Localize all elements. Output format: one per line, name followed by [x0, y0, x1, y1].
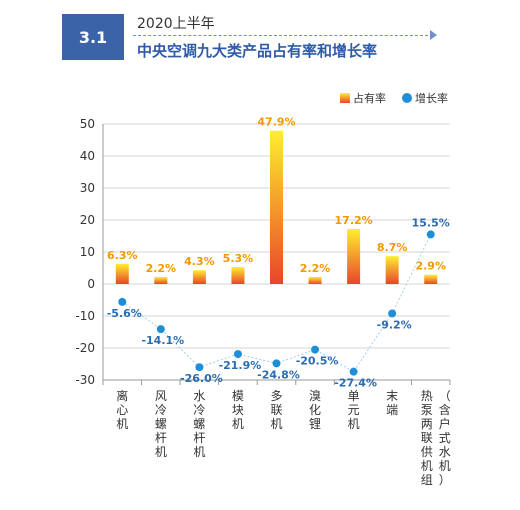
legend-share-swatch — [340, 93, 350, 103]
x-axis: 离心机 风冷螺杆机 水冷螺杆机 模块机 多联机 溴化锂 单元机 末端热泵两联供机组（含户式水机… — [116, 388, 450, 487]
share-data-label: 8.7% — [377, 241, 408, 254]
growth-data-label: -27.4% — [334, 377, 377, 390]
share-bar — [385, 256, 399, 284]
growth-point — [311, 345, 320, 354]
share-data-label: 2.9% — [415, 260, 446, 273]
y-tick-label: -10 — [75, 309, 95, 323]
growth-point — [349, 367, 358, 376]
x-category-label: 模块机 — [232, 389, 244, 431]
share-bar — [231, 267, 245, 284]
y-tick-label: -20 — [75, 341, 95, 355]
y-tick-label: 0 — [87, 277, 95, 291]
legend-growth-swatch — [402, 93, 412, 103]
share-bar — [154, 276, 168, 284]
share-bars: 6.3% 2.2% 4.3% 5.3% 47.9% 2.2% 17.2% 8.7% 2.9% — [107, 116, 446, 284]
growth-point — [156, 325, 165, 334]
growth-data-label: -5.6% — [107, 307, 142, 320]
y-tick-label: 20 — [80, 213, 95, 227]
growth-data-label: 15.5% — [412, 216, 450, 229]
y-axis: 50 40 30 20 10 0 -10 -20 -30 — [75, 117, 451, 387]
x-category-label: 水冷螺杆机 — [193, 389, 205, 459]
growth-data-label: -24.8% — [257, 368, 300, 381]
divider-arrow-icon — [430, 30, 437, 40]
share-bar — [192, 270, 206, 284]
growth-data-label: -9.2% — [377, 318, 412, 331]
header-divider — [133, 35, 433, 36]
share-data-label: 4.3% — [184, 255, 215, 268]
share-bar — [424, 274, 438, 284]
x-category-label: 溴化锂 — [309, 389, 321, 431]
growth-point — [388, 309, 397, 318]
growth-data-label: -26.0% — [180, 372, 223, 385]
legend-growth-label: 增长率 — [415, 91, 448, 105]
growth-point — [195, 363, 204, 372]
growth-line: -5.6% -14.1% -26.0%-21.9%-24.8%-20.5% -27.4… — [107, 216, 450, 389]
share-bar — [270, 130, 283, 284]
share-data-label: 17.2% — [335, 214, 373, 227]
x-category-label: 末端 — [386, 389, 398, 417]
share-data-label: 47.9% — [257, 116, 295, 129]
y-tick-label: 30 — [80, 181, 95, 195]
share-data-label: 2.2% — [146, 262, 177, 275]
period-label: 2020上半年 — [137, 16, 215, 32]
share-data-label: 2.2% — [300, 262, 331, 275]
x-category-label: 风冷螺杆机 — [155, 389, 167, 459]
growth-point — [272, 359, 281, 368]
share-data-label: 5.3% — [223, 252, 254, 265]
y-tick-label: 10 — [80, 245, 95, 259]
y-tick-label: 50 — [80, 117, 95, 131]
share-data-label: 6.3% — [107, 249, 138, 262]
x-category-label: 热泵两联供机组（含户式水机） — [421, 389, 451, 487]
x-category-label: 单元机 — [348, 389, 360, 431]
growth-point — [233, 350, 242, 359]
growth-point — [118, 297, 127, 306]
legend-share-label: 占有率 — [353, 91, 386, 105]
legend: 占有率 增长率 — [340, 91, 448, 105]
chart-title: 中央空调九大类产品占有率和增长率 — [137, 42, 378, 60]
x-category-label: 离心机 — [116, 388, 128, 431]
share-bar — [115, 263, 129, 284]
growth-data-label: -14.1% — [141, 334, 184, 347]
share-bar — [347, 228, 361, 284]
section-badge: 3.1 — [62, 14, 124, 60]
x-category-label: 多联机 — [270, 389, 282, 431]
growth-point — [426, 230, 435, 239]
share-bar — [308, 276, 322, 284]
growth-data-label: -21.9% — [219, 359, 262, 372]
y-tick-label: -30 — [75, 373, 95, 387]
growth-data-label: -20.5% — [296, 355, 339, 368]
y-tick-label: 40 — [80, 149, 95, 163]
